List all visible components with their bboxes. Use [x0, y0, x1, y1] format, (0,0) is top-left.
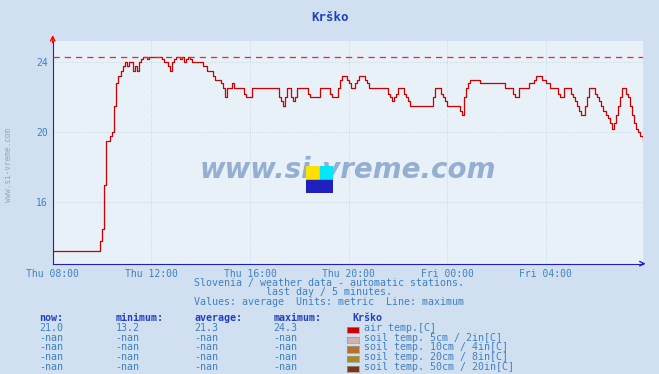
Text: -nan: -nan	[115, 362, 139, 372]
Text: -nan: -nan	[194, 352, 218, 362]
Text: www.si-vreme.com: www.si-vreme.com	[200, 156, 496, 184]
Text: 13.2: 13.2	[115, 323, 139, 333]
Text: -nan: -nan	[273, 352, 297, 362]
Text: Krško: Krško	[353, 313, 383, 323]
Bar	[306, 180, 320, 193]
Text: now:: now:	[40, 313, 63, 323]
Text: -nan: -nan	[40, 362, 63, 372]
Text: soil temp. 20cm / 8in[C]: soil temp. 20cm / 8in[C]	[364, 352, 508, 362]
Text: -nan: -nan	[194, 362, 218, 372]
Text: 21.0: 21.0	[40, 323, 63, 333]
Text: -nan: -nan	[273, 333, 297, 343]
Text: -nan: -nan	[40, 333, 63, 343]
Text: average:: average:	[194, 313, 243, 323]
Text: maximum:: maximum:	[273, 313, 322, 323]
Text: Values: average  Units: metric  Line: maximum: Values: average Units: metric Line: maxi…	[194, 297, 465, 307]
Text: last day / 5 minutes.: last day / 5 minutes.	[266, 288, 393, 297]
Text: -nan: -nan	[115, 343, 139, 352]
Bar	[306, 166, 320, 180]
Text: Krško: Krško	[311, 10, 348, 24]
Text: soil temp. 5cm / 2in[C]: soil temp. 5cm / 2in[C]	[364, 333, 501, 343]
Text: Slovenia / weather data - automatic stations.: Slovenia / weather data - automatic stat…	[194, 278, 465, 288]
Text: -nan: -nan	[40, 352, 63, 362]
Text: -nan: -nan	[273, 343, 297, 352]
Text: -nan: -nan	[115, 333, 139, 343]
Text: soil temp. 50cm / 20in[C]: soil temp. 50cm / 20in[C]	[364, 362, 514, 372]
Bar	[320, 180, 333, 193]
Text: minimum:: minimum:	[115, 313, 163, 323]
Text: 21.3: 21.3	[194, 323, 218, 333]
Text: -nan: -nan	[194, 343, 218, 352]
Text: soil temp. 10cm / 4in[C]: soil temp. 10cm / 4in[C]	[364, 343, 508, 352]
Text: -nan: -nan	[40, 343, 63, 352]
Text: 24.3: 24.3	[273, 323, 297, 333]
Text: -nan: -nan	[115, 352, 139, 362]
Text: air temp.[C]: air temp.[C]	[364, 323, 436, 333]
Text: -nan: -nan	[273, 362, 297, 372]
Text: www.si-vreme.com: www.si-vreme.com	[4, 128, 13, 202]
Bar	[320, 166, 333, 180]
Text: -nan: -nan	[194, 333, 218, 343]
